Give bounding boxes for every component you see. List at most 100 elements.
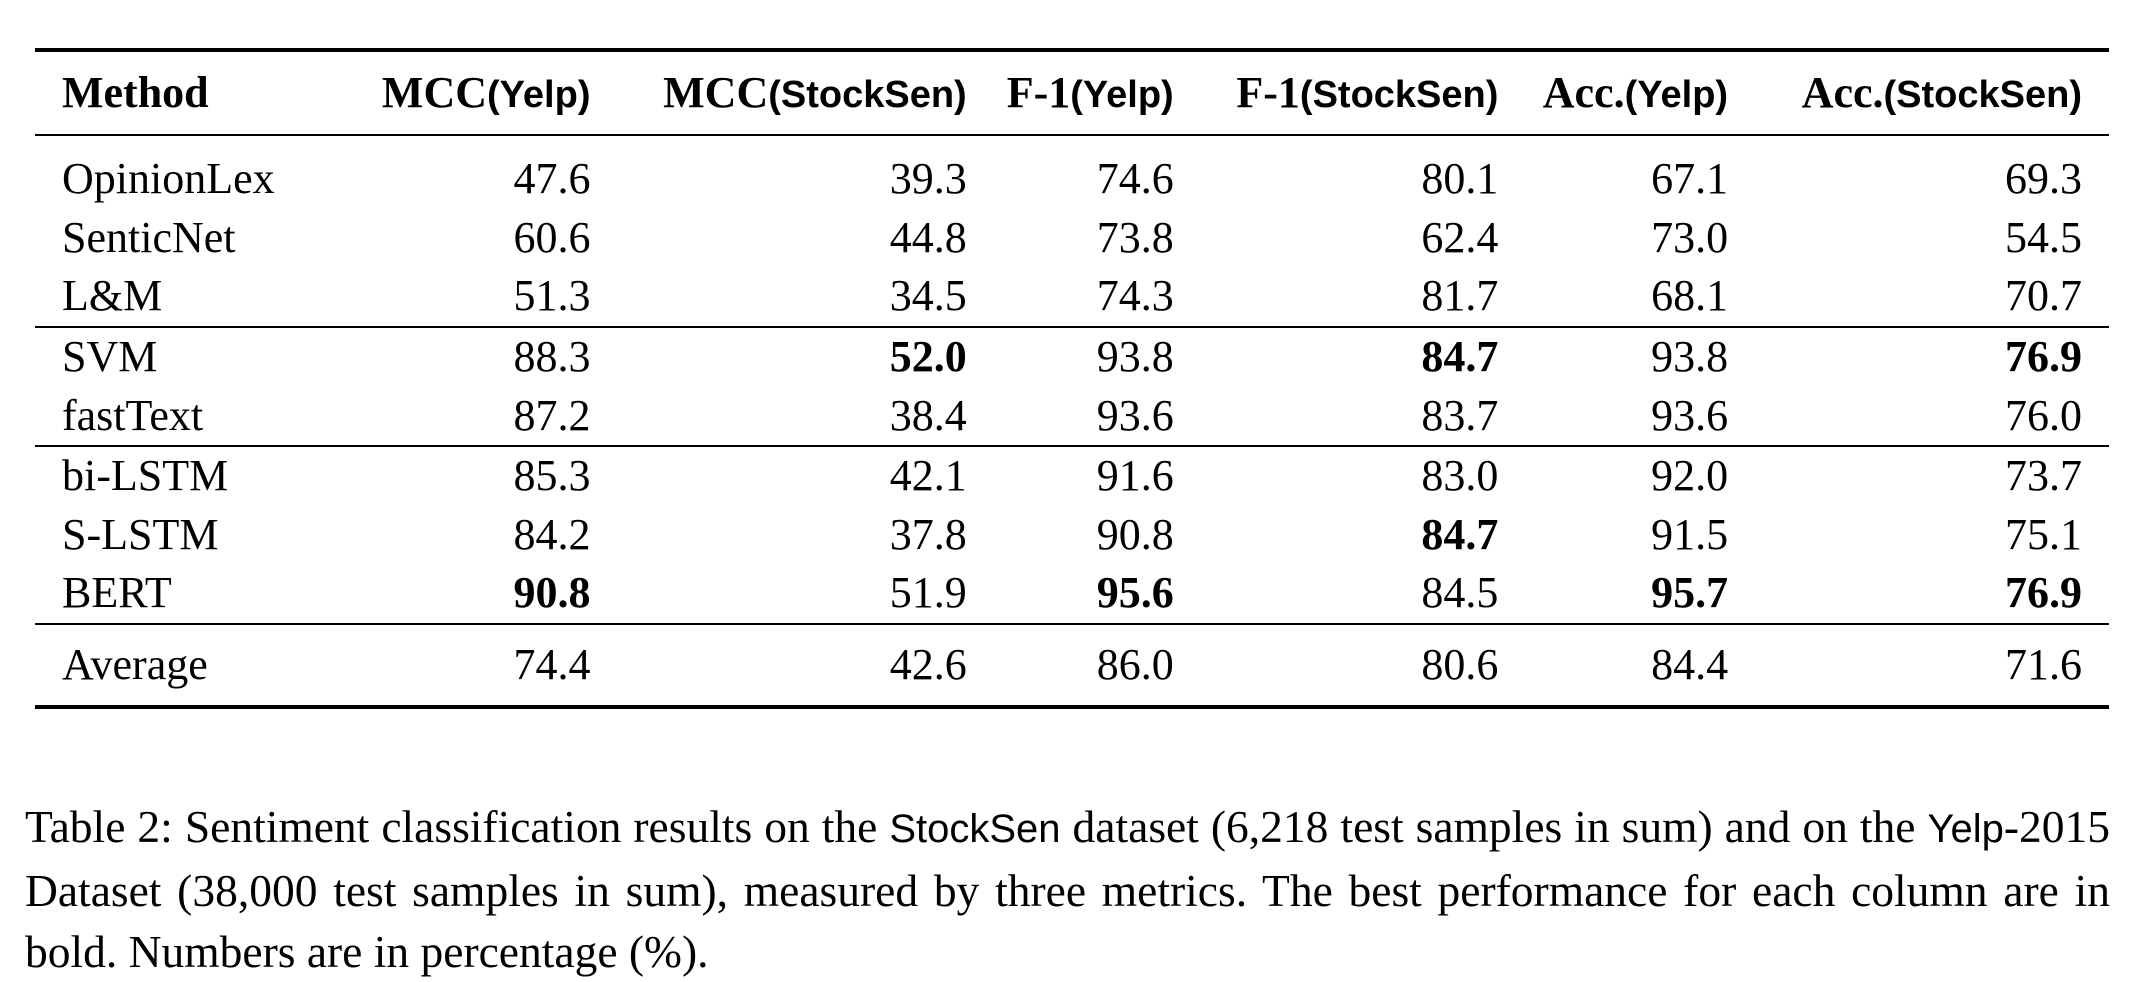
metric-value-cell: 67.1 [1651,154,1729,204]
caption-dataset-stocksen: StockSen [889,806,1061,851]
table-body: OpinionLex 47.6 39.3 74.6 80.1 67.1 69.3 Sentic… [35,135,2109,709]
header-label: Method [62,68,209,117]
metric-value-cell: 38.4 [889,390,967,440]
header-metric: Acc.(StockSen) [1728,50,2109,135]
header-metric: F-1(Yelp) [967,50,1174,135]
table-row: L&M 51.3 34.5 74.3 81.7 68.1 70.7 [35,267,2109,327]
metric-value-cell: 70.7 [2005,271,2082,321]
metric-value-cell: 93.6 [1096,390,1174,440]
method-name-cell: fastText [62,390,204,440]
metric-value-cell: 80.1 [1421,154,1499,204]
average-value-cell: 84.4 [1498,622,1729,709]
metric-value-cell: 73.0 [1651,212,1729,262]
metric-value-cell: 51.3 [513,271,591,321]
header-dataset-label: (Yelp) [1070,74,1174,116]
table-row: SVM 88.3 52.0 93.8 84.7 93.8 76.9 [35,325,2109,387]
table-row: S-LSTM 84.2 37.8 90.8 84.7 91.5 75.1 [35,506,2109,565]
average-row: Average 74.4 42.6 86.0 80.6 84.4 71.6 [35,622,2109,709]
average-value-cell: 86.0 [966,622,1174,709]
header-label: Acc. [1542,68,1625,117]
method-name-cell: S-LSTM [62,509,219,559]
header-label: Acc. [1801,68,1884,117]
header-label: F-1 [1236,68,1300,117]
metric-value-cell: 47.6 [513,154,591,204]
table-row: fastText 87.2 38.4 93.6 83.7 93.6 76.0 [35,386,2109,446]
metric-value-cell: 84.2 [513,509,591,559]
table-row: bi-LSTM 85.3 42.1 91.6 83.0 92.0 73.7 [35,444,2109,506]
average-value-cell: 71.6 [1728,622,2109,709]
metric-value-cell: 76.9 [1728,325,2109,387]
method-name-cell: bi-LSTM [35,444,332,506]
results-table-container: Method MCC(Yelp) MCC(StockSen) F-1(Yelp) F-1… [35,48,2109,709]
caption-part-2: dataset (6,218 test samples in sum) and … [1060,800,1928,852]
metric-value-cell: 90.8 [1096,509,1174,559]
metric-value-cell: 93.8 [1498,325,1729,387]
results-table: Method MCC(Yelp) MCC(StockSen) F-1(Yelp) F-1… [35,48,2109,709]
header-dataset-label: (StockSen) [1299,74,1499,116]
metric-value-cell: 60.6 [513,212,591,262]
metric-value-cell: 73.8 [1096,212,1174,262]
metric-value-cell: 69.3 [2005,154,2082,204]
metric-value-cell: 83.7 [1421,390,1499,440]
header-label: F-1 [1006,68,1071,117]
metric-value-cell: 51.9 [889,568,967,618]
caption-part-3: -2015 Dataset (38,000 test samples in su… [25,800,2111,977]
metric-value-cell: 76.9 [2005,568,2082,618]
header-metric: Acc.(Yelp) [1498,50,1728,135]
metric-value-cell: 76.0 [2005,390,2082,440]
header-label: MCC [663,68,769,117]
metric-value-cell: 42.1 [590,444,967,506]
metric-value-cell: 74.3 [1096,271,1174,321]
metric-value-cell: 74.6 [1096,154,1174,204]
method-name-cell: BERT [62,568,172,618]
header-metric: F-1(StockSen) [1174,50,1499,135]
average-value-cell: 42.6 [590,622,967,709]
header-dataset-label: (Yelp) [487,74,591,116]
metric-value-cell: 88.3 [332,325,591,387]
table-row: OpinionLex 47.6 39.3 74.6 80.1 67.1 69.3 [35,135,2109,209]
metric-value-cell: 91.5 [1651,509,1729,559]
metric-value-cell: 44.8 [889,212,967,262]
average-value-cell: 74.4 [332,622,591,709]
table-row: BERT 90.8 51.9 95.6 84.5 95.7 76.9 [35,564,2109,624]
header-method: Method [35,50,332,135]
metric-value-cell: 92.0 [1498,444,1729,506]
metric-value-cell: 87.2 [513,390,591,440]
metric-value-cell: 90.8 [513,568,591,618]
metric-value-cell: 73.7 [1728,444,2109,506]
metric-value-cell: 84.5 [1421,568,1499,618]
metric-value-cell: 54.5 [2005,212,2082,262]
metric-value-cell: 95.7 [1651,568,1729,618]
metric-value-cell: 68.1 [1651,271,1729,321]
table-caption: Table 2: Sentiment classification result… [25,796,2110,982]
metric-value-cell: 62.4 [1421,212,1499,262]
metric-value-cell: 93.6 [1651,390,1729,440]
metric-value-cell: 81.7 [1421,271,1499,321]
metric-value-cell: 84.7 [1421,509,1499,559]
metric-value-cell: 95.6 [1096,568,1174,618]
caption-dataset-yelp: Yelp [1927,806,2004,851]
method-name-cell: L&M [62,271,163,321]
metric-value-cell: 91.6 [966,444,1174,506]
header-dataset-label: (StockSen) [768,74,967,116]
table-row: SenticNet 60.6 44.8 73.8 62.4 73.0 54.5 [35,209,2109,268]
caption-part-1: Table 2: Sentiment classification result… [25,800,890,852]
metric-value-cell: 83.0 [1173,444,1499,506]
method-name-cell: SenticNet [62,212,236,262]
average-label-cell: Average [35,622,332,709]
header-label: MCC [381,68,488,117]
metric-value-cell: 34.5 [889,271,967,321]
header-dataset-label: (StockSen) [1883,74,2082,116]
metric-value-cell: 84.7 [1173,325,1499,387]
metric-value-cell: 52.0 [590,325,967,387]
header-dataset-label: (Yelp) [1624,74,1729,116]
average-value-cell: 80.6 [1173,622,1499,709]
header-metric: MCC(StockSen) [590,50,967,135]
metric-value-cell: 39.3 [889,154,967,204]
table-header: Method MCC(Yelp) MCC(StockSen) F-1(Yelp) F-1… [35,50,2109,135]
header-metric: MCC(Yelp) [332,50,591,135]
metric-value-cell: 85.3 [332,444,591,506]
method-name-cell: SVM [35,325,332,387]
metric-value-cell: 93.8 [966,325,1174,387]
header-row: Method MCC(Yelp) MCC(StockSen) F-1(Yelp) F-1… [35,50,2109,135]
